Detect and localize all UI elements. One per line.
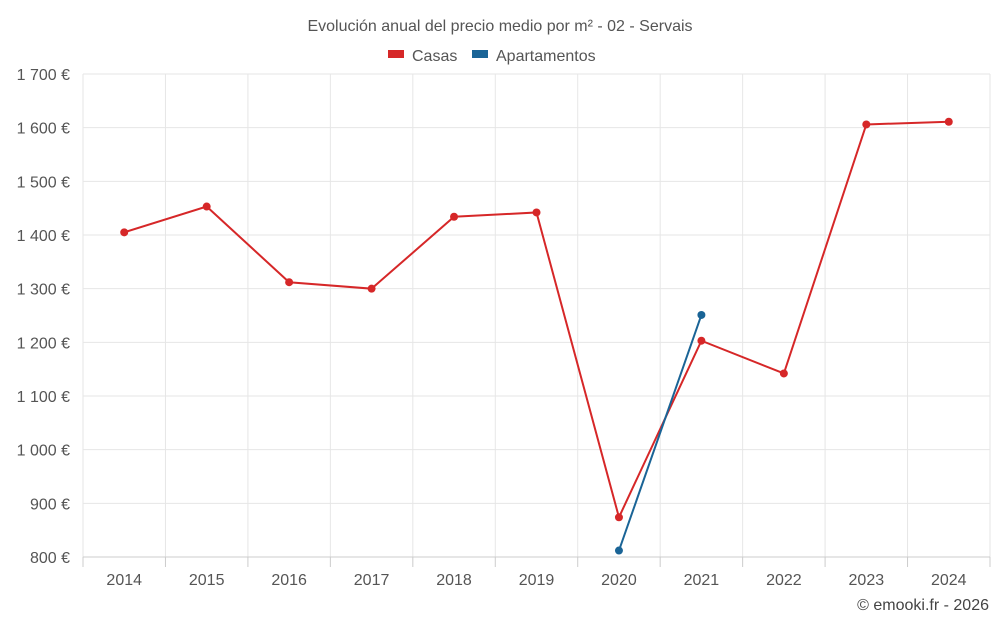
legend-swatch-apartamentos	[472, 50, 488, 58]
legend-item-apartamentos[interactable]: Apartamentos	[472, 48, 596, 65]
series-apartamentos	[614, 310, 706, 555]
x-tick-label: 2017	[354, 572, 390, 589]
data-point-casas[interactable]	[614, 513, 623, 522]
y-tick-label: 1 500 €	[17, 174, 70, 191]
x-tick-label: 2019	[519, 572, 555, 589]
data-point-apartamentos[interactable]	[697, 310, 706, 319]
data-point-casas[interactable]	[202, 202, 211, 211]
data-point-casas[interactable]	[697, 336, 706, 345]
credit-text: © emooki.fr - 2026	[857, 597, 989, 614]
series	[120, 117, 953, 555]
x-tick-label: 2014	[106, 572, 142, 589]
x-tick-label: 2020	[601, 572, 637, 589]
x-tick-label: 2016	[271, 572, 307, 589]
y-tick-label: 900 €	[30, 496, 70, 513]
y-tick-label: 1 600 €	[17, 121, 70, 138]
data-point-casas[interactable]	[944, 117, 953, 126]
data-point-casas[interactable]	[285, 278, 294, 287]
y-tick-label: 1 400 €	[17, 228, 70, 245]
data-point-casas[interactable]	[779, 369, 788, 378]
grid-lines	[82, 73, 991, 557]
x-tick-label: 2024	[931, 572, 967, 589]
data-point-casas[interactable]	[450, 212, 459, 221]
legend: Casas Apartamentos	[388, 48, 596, 65]
x-tick-label: 2018	[436, 572, 472, 589]
y-tick-label: 800 €	[30, 550, 70, 567]
data-point-casas[interactable]	[120, 228, 129, 237]
y-tick-label: 1 200 €	[17, 335, 70, 352]
x-tick-label: 2023	[849, 572, 885, 589]
axes: 800 € 900 € 1 000 € 1 100 € 1 200 € 1 300 € 1 …	[17, 67, 991, 589]
data-point-casas[interactable]	[862, 120, 871, 129]
data-point-casas[interactable]	[367, 284, 376, 293]
y-tick-label: 1 100 €	[17, 389, 70, 406]
y-tick-label: 1 000 €	[17, 443, 70, 460]
legend-label-casas: Casas	[412, 48, 457, 65]
legend-item-casas[interactable]: Casas	[388, 48, 457, 65]
x-tick-label: 2021	[684, 572, 720, 589]
legend-swatch-casas	[388, 50, 404, 58]
x-tick-label: 2015	[189, 572, 225, 589]
y-tick-label: 1 700 €	[17, 67, 70, 84]
data-point-casas[interactable]	[532, 208, 541, 217]
chart-title: Evolución anual del precio medio por m² …	[307, 18, 692, 35]
series-casas	[120, 117, 953, 522]
x-tick-label: 2022	[766, 572, 802, 589]
legend-label-apartamentos: Apartamentos	[496, 48, 596, 65]
series-line-apartamentos	[618, 314, 703, 551]
y-tick-label: 1 300 €	[17, 282, 70, 299]
data-point-apartamentos[interactable]	[614, 546, 623, 555]
